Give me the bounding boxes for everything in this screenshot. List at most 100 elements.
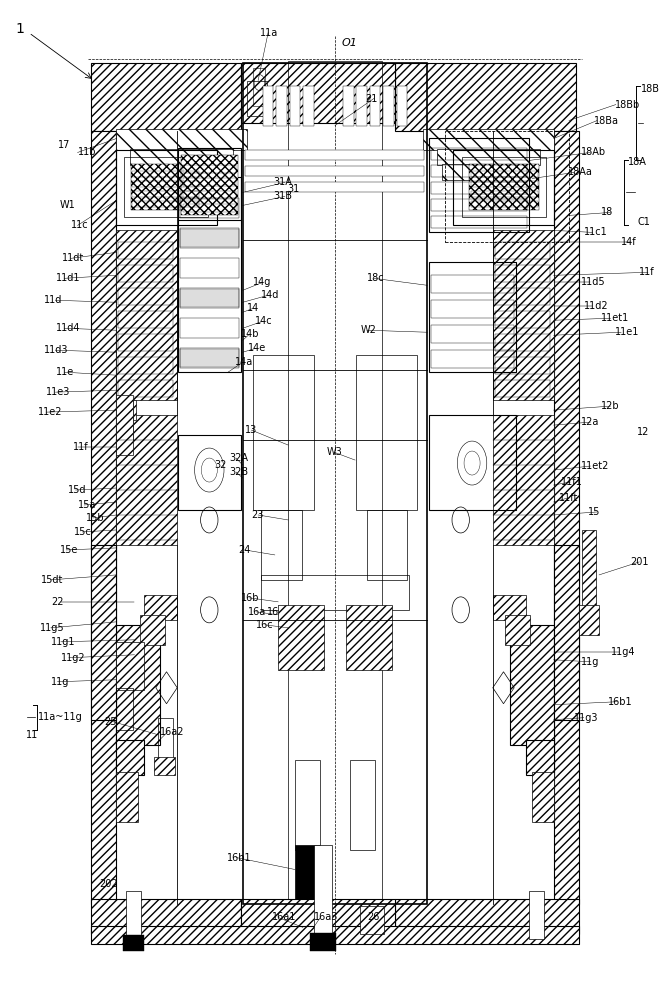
Text: 15d: 15d xyxy=(68,485,86,495)
Text: 18c: 18c xyxy=(367,273,385,283)
Bar xyxy=(155,757,174,775)
Text: 11d5: 11d5 xyxy=(581,277,606,287)
Bar xyxy=(289,86,300,126)
Bar xyxy=(133,171,199,177)
Bar xyxy=(431,199,527,211)
Bar xyxy=(180,258,239,278)
Text: 11dt: 11dt xyxy=(62,253,84,263)
Bar xyxy=(247,81,267,116)
Bar xyxy=(423,129,553,150)
Text: 18Aa: 18Aa xyxy=(567,167,592,177)
Text: O1: O1 xyxy=(342,38,358,48)
Bar xyxy=(180,318,239,338)
Text: 26: 26 xyxy=(367,912,379,922)
Bar xyxy=(245,182,424,192)
Bar xyxy=(276,86,287,126)
Text: 11d2: 11d2 xyxy=(584,301,608,311)
Text: 11e2: 11e2 xyxy=(38,407,62,417)
Text: 14f: 14f xyxy=(621,237,636,247)
Bar xyxy=(182,165,236,173)
Text: 24: 24 xyxy=(238,545,251,555)
Bar xyxy=(553,131,579,904)
Bar xyxy=(117,415,176,545)
Bar xyxy=(180,229,239,247)
Text: 15: 15 xyxy=(588,507,600,517)
Bar xyxy=(119,357,174,374)
Bar xyxy=(510,625,553,745)
Text: 11c1: 11c1 xyxy=(584,227,608,237)
Text: 23: 23 xyxy=(251,510,264,520)
Bar xyxy=(253,68,265,106)
Circle shape xyxy=(464,451,480,475)
Text: 32B: 32B xyxy=(229,467,249,477)
Bar xyxy=(131,164,201,210)
Bar xyxy=(119,288,174,305)
Bar xyxy=(117,625,160,745)
Bar xyxy=(431,182,527,194)
Bar xyxy=(346,605,392,670)
Text: 11a: 11a xyxy=(260,28,278,38)
Text: 11et2: 11et2 xyxy=(581,461,610,471)
Bar xyxy=(356,355,417,510)
Bar xyxy=(350,760,375,850)
Text: 11e1: 11e1 xyxy=(614,327,639,337)
Bar xyxy=(278,605,324,670)
Text: 14: 14 xyxy=(247,303,259,313)
Text: 15b: 15b xyxy=(86,513,105,523)
Bar xyxy=(505,615,530,645)
Text: 18Ba: 18Ba xyxy=(594,116,620,126)
Text: 11g: 11g xyxy=(51,677,69,687)
Text: 15e: 15e xyxy=(60,545,78,555)
Bar xyxy=(245,166,424,176)
Bar xyxy=(119,242,174,259)
Text: 201: 201 xyxy=(630,557,649,567)
Text: 18Ab: 18Ab xyxy=(581,147,606,157)
Bar xyxy=(117,395,133,455)
Text: 11a~11g: 11a~11g xyxy=(38,712,82,722)
Bar xyxy=(494,415,553,545)
Text: 11f: 11f xyxy=(73,442,88,452)
Text: 11b: 11b xyxy=(78,147,96,157)
Text: 16a: 16a xyxy=(248,607,267,617)
Bar xyxy=(261,575,409,610)
Bar xyxy=(127,891,141,939)
Text: 15c: 15c xyxy=(74,527,92,537)
Bar xyxy=(431,325,513,343)
Bar xyxy=(532,772,553,822)
Text: 16a3: 16a3 xyxy=(314,912,338,922)
Bar xyxy=(579,605,599,635)
Bar xyxy=(446,131,569,242)
Bar xyxy=(496,380,550,397)
Text: 11g: 11g xyxy=(581,657,600,667)
Bar xyxy=(241,899,395,934)
Bar xyxy=(471,191,537,197)
Bar xyxy=(383,86,394,126)
Bar xyxy=(471,201,537,207)
Bar xyxy=(91,545,117,720)
Bar xyxy=(180,349,239,367)
Text: 11g4: 11g4 xyxy=(610,647,635,657)
Bar xyxy=(496,242,550,259)
Bar xyxy=(178,148,241,220)
Text: 32: 32 xyxy=(214,460,227,470)
Text: 12: 12 xyxy=(637,427,650,437)
Bar xyxy=(91,131,117,904)
Bar xyxy=(431,275,513,293)
Bar xyxy=(261,510,302,580)
Text: 16a2: 16a2 xyxy=(160,727,184,737)
Bar xyxy=(241,63,395,123)
Bar xyxy=(295,845,320,899)
Bar xyxy=(182,204,236,212)
Text: 18: 18 xyxy=(601,207,613,217)
Text: 31: 31 xyxy=(287,184,299,194)
Text: 11d4: 11d4 xyxy=(56,323,80,333)
Text: 14c: 14c xyxy=(255,316,273,326)
Bar xyxy=(138,164,228,180)
Bar xyxy=(117,400,137,420)
Bar xyxy=(529,891,543,939)
Bar xyxy=(245,150,424,160)
Text: 13: 13 xyxy=(245,425,257,435)
Text: 21: 21 xyxy=(365,94,377,104)
Text: 16a1: 16a1 xyxy=(271,912,296,922)
Bar xyxy=(429,415,515,510)
